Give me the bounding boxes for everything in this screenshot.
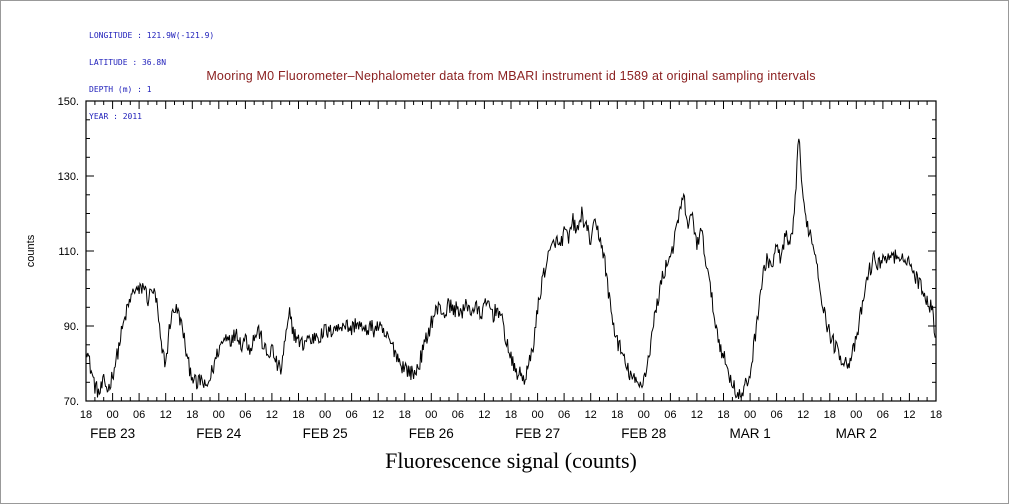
x-tick-label: 18 (505, 409, 517, 421)
x-tick-label: 18 (611, 409, 623, 421)
x-tick-label: 00 (531, 409, 543, 421)
depth-label: DEPTH (m) : 1 (89, 85, 152, 94)
x-tick-label: 06 (877, 409, 889, 421)
x-tick-label: 06 (133, 409, 145, 421)
x-tick-label: 18 (824, 409, 836, 421)
y-axis-title: counts (25, 234, 37, 268)
x-tick-label: 18 (399, 409, 411, 421)
y-tick-label: 130. (58, 171, 79, 183)
metadata-block: LONGITUDE : 121.9W(-121.9) LATITUDE : 36… (89, 13, 214, 139)
date-label: FEB 25 (303, 426, 348, 441)
date-label: MAR 2 (836, 426, 877, 441)
x-tick-label: 12 (691, 409, 703, 421)
x-tick-label: 06 (770, 409, 782, 421)
x-tick-label: 00 (638, 409, 650, 421)
x-tick-label: 12 (160, 409, 172, 421)
x-tick-label: 06 (239, 409, 251, 421)
x-tick-label: 12 (903, 409, 915, 421)
x-tick-label: 00 (319, 409, 331, 421)
x-tick-label: 00 (106, 409, 118, 421)
x-tick-label: 00 (213, 409, 225, 421)
x-tick-label: 18 (292, 409, 304, 421)
x-tick-label: 00 (425, 409, 437, 421)
x-tick-label: 00 (744, 409, 756, 421)
y-tick-label: 70. (64, 396, 79, 408)
x-tick-label: 06 (664, 409, 676, 421)
x-tick-label: 12 (266, 409, 278, 421)
longitude-label: LONGITUDE : 121.9W(-121.9) (89, 31, 215, 40)
date-label: FEB 23 (90, 426, 135, 441)
x-tick-label: 06 (558, 409, 570, 421)
x-tick-label: 12 (797, 409, 809, 421)
plot-line (85, 138, 936, 399)
date-label: FEB 26 (409, 426, 454, 441)
x-tick-label: 12 (478, 409, 490, 421)
x-tick-label: 18 (80, 409, 92, 421)
x-axis-title: Fluorescence signal (counts) (385, 448, 637, 473)
x-tick-label: 06 (452, 409, 464, 421)
date-label: FEB 27 (515, 426, 560, 441)
x-tick-label: 00 (850, 409, 862, 421)
x-tick-label: 12 (585, 409, 597, 421)
date-label: FEB 24 (196, 426, 242, 441)
x-tick-label: 18 (930, 409, 942, 421)
plot-title: Mooring M0 Fluorometer–Nephalometer data… (206, 69, 816, 83)
x-tick-label: 06 (345, 409, 357, 421)
x-tick-label: 18 (717, 409, 729, 421)
date-label: MAR 1 (729, 426, 770, 441)
x-tick-label: 18 (186, 409, 198, 421)
y-tick-label: 90. (64, 321, 79, 333)
latitude-label: LATITUDE : 36.8N (89, 58, 167, 67)
y-tick-label: 110. (58, 246, 79, 258)
x-tick-label: 12 (372, 409, 384, 421)
y-tick-label: 150. (58, 96, 79, 108)
year-label: YEAR : 2011 (89, 112, 142, 121)
date-label: FEB 28 (621, 426, 666, 441)
